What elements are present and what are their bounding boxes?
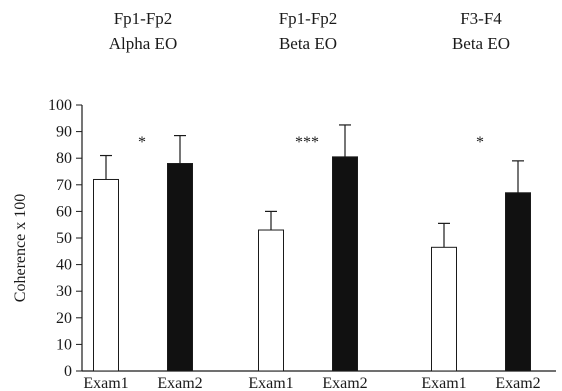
labels-layer: 0 10 20 30 40 50 60 70 80 90 100 Coherence x 100 Fp1… — [12, 9, 541, 391]
y-tick-label: 0 — [64, 363, 72, 380]
bar-exam2 — [505, 192, 531, 372]
group-title-line2: Beta EO — [452, 34, 510, 53]
y-tick-label: 40 — [56, 257, 72, 274]
y-tick-label: 100 — [48, 97, 72, 114]
y-tick-label: 30 — [56, 283, 72, 300]
bars-layer — [93, 124, 531, 372]
y-tick-label: 90 — [56, 124, 72, 141]
group-title-line1: Fp1-Fp2 — [279, 9, 338, 28]
x-tick-label: Exam1 — [248, 375, 293, 391]
x-tick-label: Exam2 — [495, 375, 540, 391]
y-tick-label: 10 — [56, 336, 72, 353]
group-title-line1: Fp1-Fp2 — [114, 9, 173, 28]
y-tick-label: 70 — [56, 177, 72, 194]
bar-exam2 — [332, 156, 358, 372]
significance-marker: *** — [295, 134, 319, 151]
y-tick-label: 50 — [56, 230, 72, 247]
y-axis-label: Coherence x 100 — [12, 194, 29, 302]
group-title-line2: Alpha EO — [109, 34, 177, 53]
bar-exam2 — [167, 163, 193, 372]
bar-exam1 — [258, 229, 284, 372]
group-title-line1: F3-F4 — [460, 9, 502, 28]
y-tick-label: 60 — [56, 203, 72, 220]
axis-layer — [76, 104, 556, 372]
y-tick-label: 20 — [56, 310, 72, 327]
group-title-line2: Beta EO — [279, 34, 337, 53]
x-tick-label: Exam2 — [157, 375, 202, 391]
bar-exam1 — [431, 246, 457, 372]
bar-exam1 — [93, 178, 119, 372]
significance-marker: * — [476, 134, 484, 151]
x-tick-label: Exam1 — [421, 375, 466, 391]
y-tick-label: 80 — [56, 150, 72, 167]
x-tick-label: Exam1 — [83, 375, 128, 391]
x-tick-label: Exam2 — [322, 375, 367, 391]
significance-marker: * — [138, 134, 146, 151]
